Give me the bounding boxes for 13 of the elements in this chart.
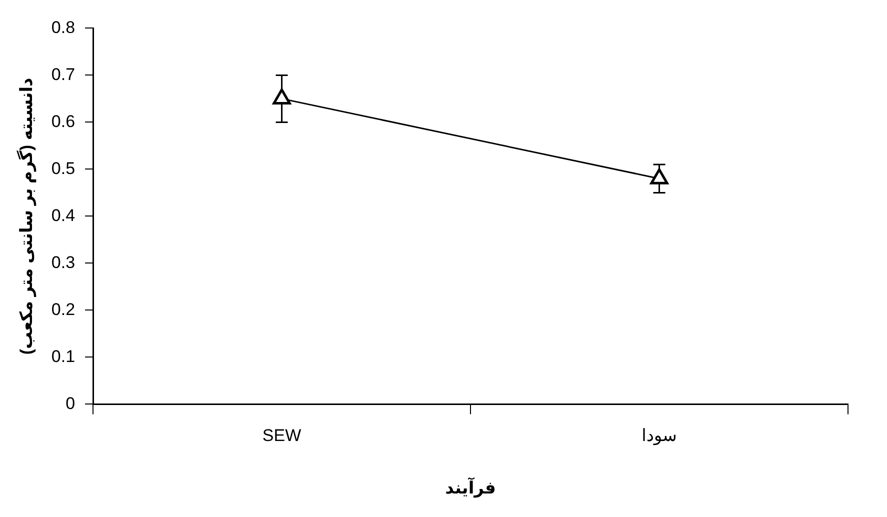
y-tick-label: 0.3 — [51, 252, 76, 272]
y-tick-label: 0.5 — [51, 158, 76, 178]
x-axis-title: فرآیند — [445, 476, 496, 498]
y-tick-label: 0 — [66, 394, 76, 413]
x-tick-label: SEW — [262, 426, 302, 446]
y-tick-label: 0.6 — [51, 112, 76, 131]
y-tick-label: 0.7 — [51, 64, 76, 84]
y-tick-label: 0.1 — [51, 346, 76, 366]
y-axis-title: دانسیته (گرم بر سانتی متر مکعب) — [16, 77, 37, 355]
y-tick-label: 0.8 — [51, 18, 76, 37]
y-tick-label: 0.4 — [51, 206, 76, 225]
y-tick-label: 0.2 — [51, 300, 76, 319]
x-tick-label: سودا — [642, 426, 677, 446]
